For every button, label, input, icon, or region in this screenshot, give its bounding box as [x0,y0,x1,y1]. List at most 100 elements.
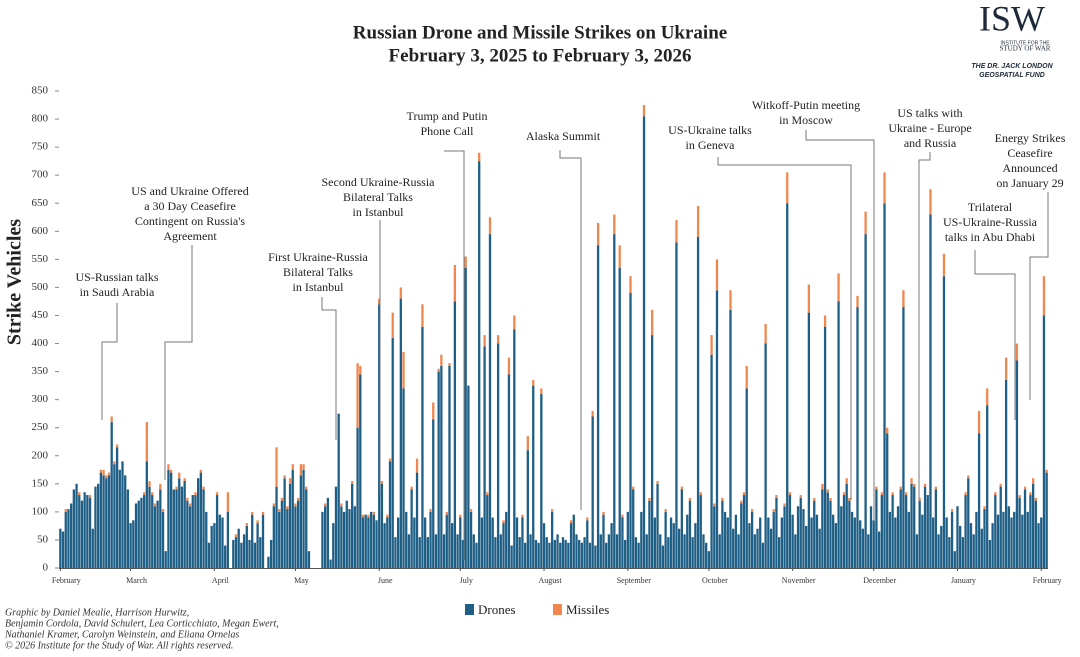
bar-segment [899,489,902,568]
bar-segment [856,295,859,308]
bar-segment [102,475,105,568]
bar-segment [653,517,656,568]
bar-segment [1004,380,1008,568]
bar-segment [923,483,927,487]
bar-segment [551,509,554,512]
bar-segment [621,514,624,518]
bar-segment [686,514,689,568]
bar-segment [369,511,373,568]
bar-segment [194,492,197,496]
annotation-leader [101,303,118,420]
bar-segment [83,492,86,568]
bar-segment [378,298,381,305]
bar-segment [480,517,484,568]
bar-segment [388,458,392,462]
bar-segment [637,542,640,568]
bar-segment [648,500,651,568]
bar-segment [375,520,378,568]
bar-segment [948,537,951,568]
bar-segment [448,363,451,366]
bar-segment [1023,486,1027,490]
bar-segment [1031,478,1035,484]
bar-segment [429,511,432,568]
bar-segment [964,492,967,496]
bar-segment [291,469,294,568]
legend-swatch [553,604,562,615]
bar-segment [559,542,562,568]
bar-segment [877,531,881,568]
bar-segment [915,534,919,568]
bar-segment [283,475,286,479]
bar-segment [302,464,305,470]
bar-segment [775,497,778,568]
bar-segment [367,517,370,568]
bar-segment [842,495,846,568]
bar-segment [207,542,211,568]
bar-segment [959,525,962,568]
bar-segment [432,402,435,420]
annotation-text: Alaska Summit [526,129,601,143]
bar-segment [523,542,527,568]
bar-segment [932,517,935,568]
bar-segment [918,497,921,501]
logo-tagline: INSTITUTE FOR THE [1000,40,1050,46]
bar-segment [142,492,146,496]
bar-segment [929,214,932,568]
bar-segment [780,517,783,568]
bar-segment [872,520,875,568]
bar-segment [391,312,394,338]
bar-segment [742,495,746,568]
x-tick-label: August [538,576,562,585]
bar-segment [186,500,189,568]
bar-segment [94,486,97,568]
bar-segment [175,489,178,568]
bar-segment [799,497,802,568]
y-tick-label: 300 [32,393,49,405]
bar-segment [178,478,181,568]
bar-segment [478,161,481,568]
bar-segment [261,511,265,515]
bar-segment [226,492,230,512]
bar-segment [1045,469,1048,473]
bar-segment [937,534,940,568]
bar-segment [648,497,651,501]
bar-segment [869,506,873,568]
bar-segment [164,551,167,568]
bar-segment [853,517,856,568]
bar-segment [842,492,846,496]
bar-segment [607,534,611,568]
bar-segment [272,503,275,507]
bar-segment [904,492,908,496]
bar-segment [1031,483,1035,568]
bar-segment [545,537,548,568]
bar-segment [294,506,297,568]
y-tick-label: 450 [32,309,49,321]
bar-segment [796,506,800,568]
bar-segment [956,506,959,568]
bar-segment [499,534,502,568]
bar-segment [950,511,954,568]
bar-segment [899,486,902,490]
bar-segment [777,537,781,568]
bar-segment [215,492,219,496]
bar-segment [210,525,213,568]
annotation-leader [1029,192,1049,400]
x-tick-label: July [460,576,473,585]
bar-segment [353,506,357,568]
bar-segment [977,410,981,434]
bar-segment [950,509,954,512]
bar-segment [488,217,492,235]
bar-segment [232,539,235,568]
y-tick-label: 850 [32,85,49,97]
annotation-text: US-Russian talks [75,270,158,284]
bar-segment [515,517,519,568]
bar-segment [99,469,103,473]
annotation-text: Bilateral Talks [283,265,353,279]
bar-segment [299,475,302,568]
bar-segment [834,523,838,568]
y-tick-label: 600 [32,225,49,237]
bar-segment [904,495,908,568]
bar-segment [767,517,770,568]
bar-segment [386,514,389,518]
